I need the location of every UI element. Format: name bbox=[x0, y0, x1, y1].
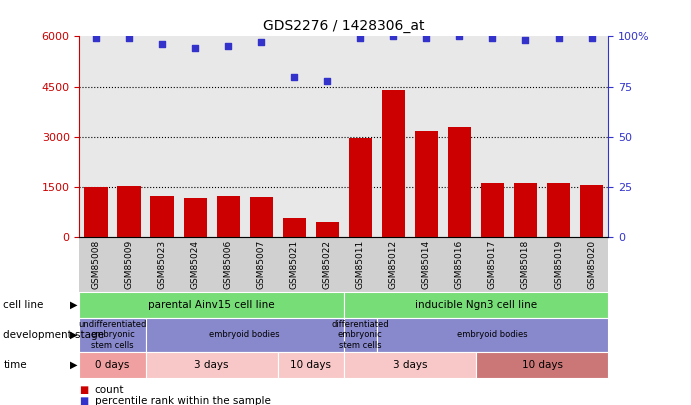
Bar bbox=[283, 217, 306, 237]
Bar bbox=[151, 196, 173, 237]
Text: parental Ainv15 cell line: parental Ainv15 cell line bbox=[149, 300, 275, 310]
Text: embryoid bodies: embryoid bodies bbox=[457, 330, 528, 339]
Bar bbox=[249, 197, 273, 237]
Bar bbox=[547, 183, 570, 237]
Bar bbox=[381, 90, 405, 237]
Point bbox=[454, 33, 465, 40]
Title: GDS2276 / 1428306_at: GDS2276 / 1428306_at bbox=[263, 19, 424, 33]
Point bbox=[553, 35, 564, 42]
Bar bbox=[481, 183, 504, 237]
Point bbox=[256, 39, 267, 46]
Text: ▶: ▶ bbox=[70, 330, 77, 340]
Text: count: count bbox=[95, 386, 124, 395]
Text: ■: ■ bbox=[79, 386, 88, 395]
Point bbox=[322, 77, 333, 84]
Bar bbox=[415, 131, 438, 237]
Point bbox=[586, 35, 597, 42]
Text: 0 days: 0 days bbox=[95, 360, 130, 370]
Text: 10 days: 10 days bbox=[522, 360, 562, 370]
Bar bbox=[117, 186, 140, 237]
Point bbox=[124, 35, 135, 42]
Bar bbox=[216, 196, 240, 237]
Point bbox=[388, 33, 399, 40]
Text: development stage: development stage bbox=[3, 330, 104, 340]
Text: ▶: ▶ bbox=[70, 300, 77, 310]
Text: 3 days: 3 days bbox=[194, 360, 229, 370]
Point bbox=[223, 43, 234, 50]
Text: cell line: cell line bbox=[3, 300, 44, 310]
Point bbox=[91, 35, 102, 42]
Bar bbox=[316, 222, 339, 237]
Bar bbox=[580, 185, 603, 237]
Bar bbox=[514, 183, 537, 237]
Text: 10 days: 10 days bbox=[290, 360, 331, 370]
Bar bbox=[349, 138, 372, 237]
Point bbox=[157, 41, 168, 48]
Point bbox=[520, 37, 531, 44]
Point bbox=[189, 45, 200, 52]
Point bbox=[354, 35, 366, 42]
Text: inducible Ngn3 cell line: inducible Ngn3 cell line bbox=[415, 300, 537, 310]
Bar bbox=[184, 198, 207, 237]
Text: ▶: ▶ bbox=[70, 360, 77, 370]
Bar bbox=[448, 127, 471, 237]
Text: percentile rank within the sample: percentile rank within the sample bbox=[95, 396, 271, 405]
Bar bbox=[84, 188, 108, 237]
Point bbox=[487, 35, 498, 42]
Text: 3 days: 3 days bbox=[392, 360, 427, 370]
Text: ■: ■ bbox=[79, 396, 88, 405]
Point bbox=[289, 73, 300, 80]
Text: embryoid bodies: embryoid bodies bbox=[209, 330, 280, 339]
Text: time: time bbox=[3, 360, 27, 370]
Text: undifferentiated
embryonic
stem cells: undifferentiated embryonic stem cells bbox=[78, 320, 146, 350]
Point bbox=[421, 35, 432, 42]
Text: differentiated
embryonic
stem cells: differentiated embryonic stem cells bbox=[332, 320, 389, 350]
